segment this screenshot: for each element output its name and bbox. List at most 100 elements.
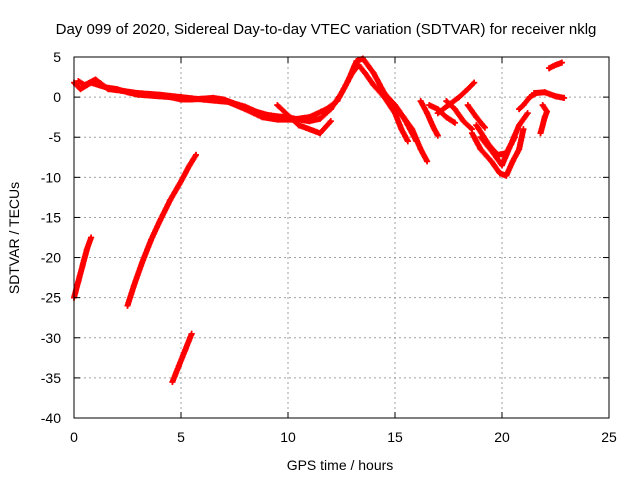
data-point [323,106,330,113]
y-tick-label: -35 [41,370,61,386]
data-point [92,76,99,83]
data-point [464,86,471,93]
data-point [494,151,501,158]
data-point [451,119,458,126]
data-point [156,91,163,98]
series-post-15-d [443,98,476,133]
data-point [434,132,441,139]
data-point [430,124,437,131]
data-point [434,110,441,117]
data-point [259,114,266,121]
data-point [473,114,480,121]
x-tick-label: 20 [494,429,510,445]
series-segment-21-23 [531,89,568,101]
data-point [188,330,195,337]
series-fall-18 [464,102,488,131]
series-dip-left [274,102,334,137]
data-point [477,146,484,153]
data-point [541,89,548,96]
data-point [392,102,398,109]
data-point [469,130,476,137]
data-point [274,102,281,109]
data-point [327,118,334,125]
data-point [473,122,480,129]
series-bottom-segment [169,330,195,385]
data-point [516,122,523,129]
data-point [130,282,137,289]
series-trail [71,62,411,145]
data-point [541,114,548,121]
data-point [460,118,467,125]
data-point [400,114,407,121]
data-point [353,58,360,65]
axis-ticks: 0 5 10 15 20 25 5 0 -5 -10 -15 -20 -25 -30 -35 -40 [41,49,617,445]
series-trail [75,55,420,145]
data-point [486,142,493,149]
series-long-rise [124,151,199,309]
y-tick-label: 0 [53,89,61,105]
data-point [531,90,538,97]
data-point [167,196,174,203]
series-low-left [71,234,95,301]
data-point [552,62,559,69]
series-post-15-b [417,98,441,139]
y-tick-label: -15 [41,209,61,225]
data-point [362,70,369,77]
series-rise-18 [434,79,478,117]
data-point [526,94,533,101]
data-point [88,234,95,241]
data-point [334,98,341,105]
data-point [344,78,351,85]
data-point [520,102,527,109]
data-point [199,96,206,103]
data-point [225,98,232,105]
y-tick-label: -10 [41,169,61,185]
data-point [451,106,458,113]
data-point [178,94,184,101]
x-tick-label: 25 [601,429,617,445]
data-point [456,94,463,101]
data-point [75,278,82,285]
data-point [295,122,302,129]
data-point [186,162,193,169]
data-point [274,116,281,123]
data-point [75,78,82,85]
data-point [306,114,313,121]
data-point [148,236,155,243]
data-point [417,98,424,105]
series-tail-22 [537,102,550,137]
data-point [488,158,495,165]
data-points [71,55,568,385]
data-point [124,302,131,309]
data-point [81,82,88,89]
y-tick-label: -30 [41,330,61,346]
series-post-15-a [392,102,431,165]
data-point [539,102,546,109]
data-point [192,151,199,158]
x-tick-label: 0 [70,429,78,445]
data-point [443,114,450,121]
y-tick-label: -25 [41,290,61,306]
data-point [135,90,142,97]
data-point [516,106,523,113]
data-point [118,87,125,94]
data-point [471,79,478,86]
data-point [552,93,559,100]
data-point [77,86,84,93]
data-point [178,178,184,185]
data-point [511,134,518,141]
data-point [443,98,450,105]
data-point [105,86,112,93]
data-point [182,346,189,353]
data-point [509,158,516,165]
y-tick-label: -40 [41,410,61,426]
x-axis-label: GPS time / hours [287,457,394,473]
y-tick-label: 5 [53,49,61,65]
data-point [558,59,565,66]
data-point [524,110,531,117]
y-tick-label: -5 [49,129,62,145]
data-point [464,102,471,109]
x-tick-label: 10 [280,429,296,445]
data-point [424,110,431,117]
